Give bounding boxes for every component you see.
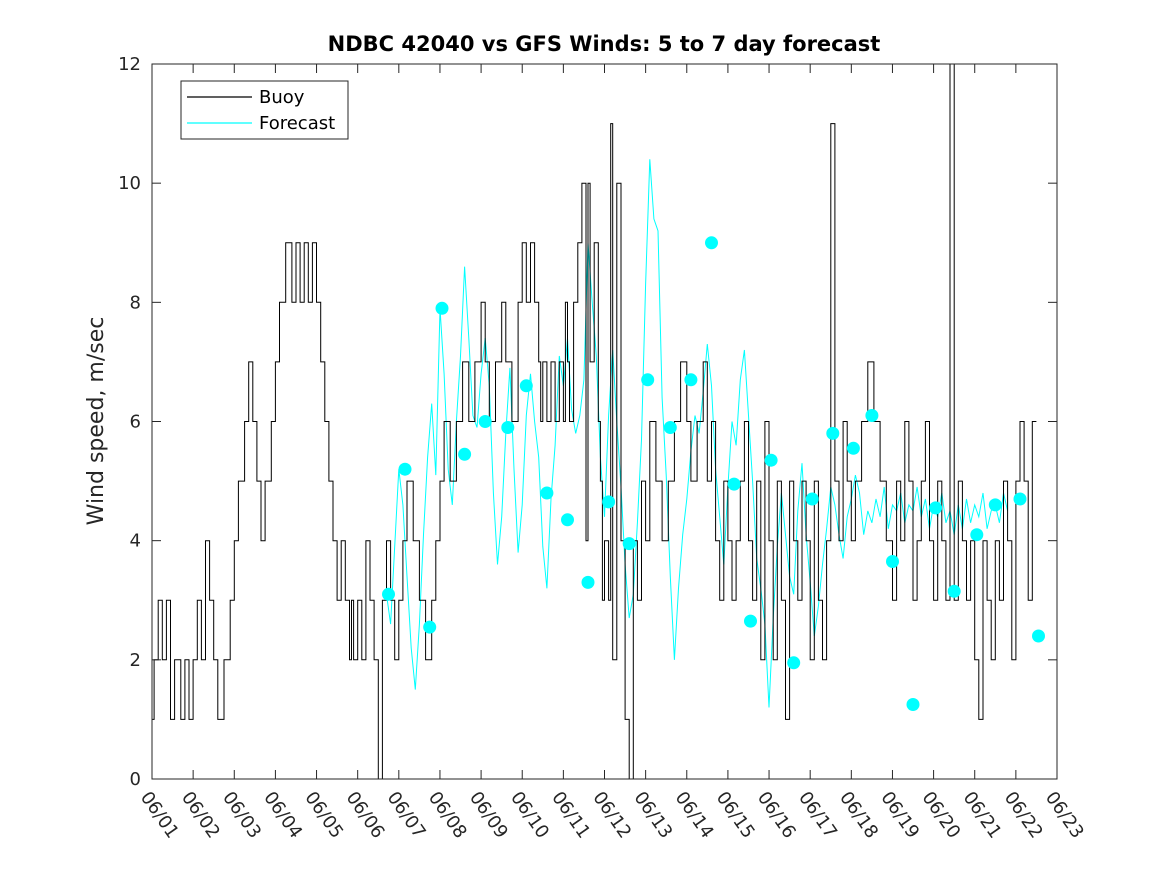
legend-box	[180, 80, 349, 140]
forecast-marker	[478, 415, 492, 428]
y-axis-label: Wind speed, m/sec	[84, 317, 109, 526]
forecast-marker	[970, 528, 984, 542]
forecast-marker	[764, 453, 778, 467]
x-tick-label: 06/01	[136, 788, 183, 843]
forecast-marker	[1013, 492, 1027, 506]
forecast-marker	[929, 501, 943, 515]
forecast-marker	[886, 555, 899, 568]
x-tick-label: 06/23	[1041, 788, 1088, 843]
forecast-marker	[423, 620, 437, 634]
plot-area-background	[152, 64, 1057, 779]
x-tick-label: 06/18	[835, 788, 882, 843]
forecast-marker	[805, 492, 819, 506]
chart-title: NDBC 42040 vs GFS Winds: 5 to 7 day fore…	[328, 32, 881, 56]
x-tick-label: 06/20	[918, 788, 965, 843]
legend-forecast-label: Forecast	[259, 113, 335, 134]
forecast-marker	[846, 441, 860, 455]
x-tick-label: 06/04	[259, 788, 306, 843]
x-tick-label: 06/21	[959, 788, 1006, 843]
forecast-marker	[458, 447, 472, 461]
legend: Buoy Forecast	[180, 80, 349, 140]
forecast-marker	[1032, 629, 1045, 643]
x-tick-label: 06/06	[342, 788, 389, 843]
y-tick-label: 12	[118, 54, 141, 75]
forecast-marker	[988, 498, 1002, 512]
forecast-marker	[519, 379, 533, 393]
forecast-marker	[561, 513, 574, 527]
x-tick-label: 06/07	[383, 788, 430, 843]
forecast-marker	[540, 486, 554, 500]
y-tick-label: 0	[130, 769, 141, 790]
x-tick-label: 06/11	[547, 788, 594, 843]
x-tick-label: 06/10	[506, 788, 553, 843]
x-tick-label: 06/02	[177, 788, 224, 843]
y-tick-label: 4	[130, 531, 141, 552]
forecast-marker	[947, 584, 961, 598]
x-tick-label: 06/19	[876, 788, 923, 843]
forecast-marker	[641, 373, 655, 387]
forecast-marker	[684, 373, 698, 387]
x-tick-label: 06/12	[588, 788, 635, 843]
forecast-marker	[581, 575, 595, 589]
y-tick-label: 10	[118, 173, 141, 194]
y-tick-label: 2	[130, 650, 141, 671]
forecast-marker	[705, 236, 718, 250]
x-tick-label: 06/08	[424, 788, 471, 843]
forecast-marker	[663, 421, 677, 434]
x-tick-label: 06/03	[218, 788, 265, 843]
forecast-marker	[622, 537, 636, 551]
x-tick-label: 06/14	[671, 788, 718, 843]
buoy-series-line	[152, 63, 1037, 780]
forecast-marker	[826, 426, 840, 440]
forecast-marker	[787, 656, 801, 670]
forecast-marker	[865, 409, 879, 422]
y-tick-label: 6	[130, 412, 141, 433]
forecast-marker	[398, 462, 412, 476]
x-tick-label: 06/17	[794, 788, 841, 843]
x-tick-label: 06/13	[630, 788, 677, 843]
data-layer	[152, 63, 1045, 780]
legend-buoy-label: Buoy	[259, 87, 305, 108]
forecast-marker	[382, 587, 395, 601]
x-tick-label: 06/09	[465, 788, 512, 843]
y-tick-label: 8	[130, 292, 141, 313]
x-tick-label: 06/05	[300, 788, 347, 843]
forecast-marker	[727, 477, 741, 491]
x-tick-label: 06/15	[712, 788, 759, 843]
x-tick-label: 06/22	[1000, 788, 1047, 843]
forecast-marker	[744, 614, 757, 628]
forecast-marker	[906, 698, 920, 711]
forecast-marker	[602, 495, 616, 509]
forecast-marker	[435, 301, 449, 315]
x-tick-label: 06/16	[753, 788, 800, 843]
forecast-marker	[501, 421, 515, 434]
